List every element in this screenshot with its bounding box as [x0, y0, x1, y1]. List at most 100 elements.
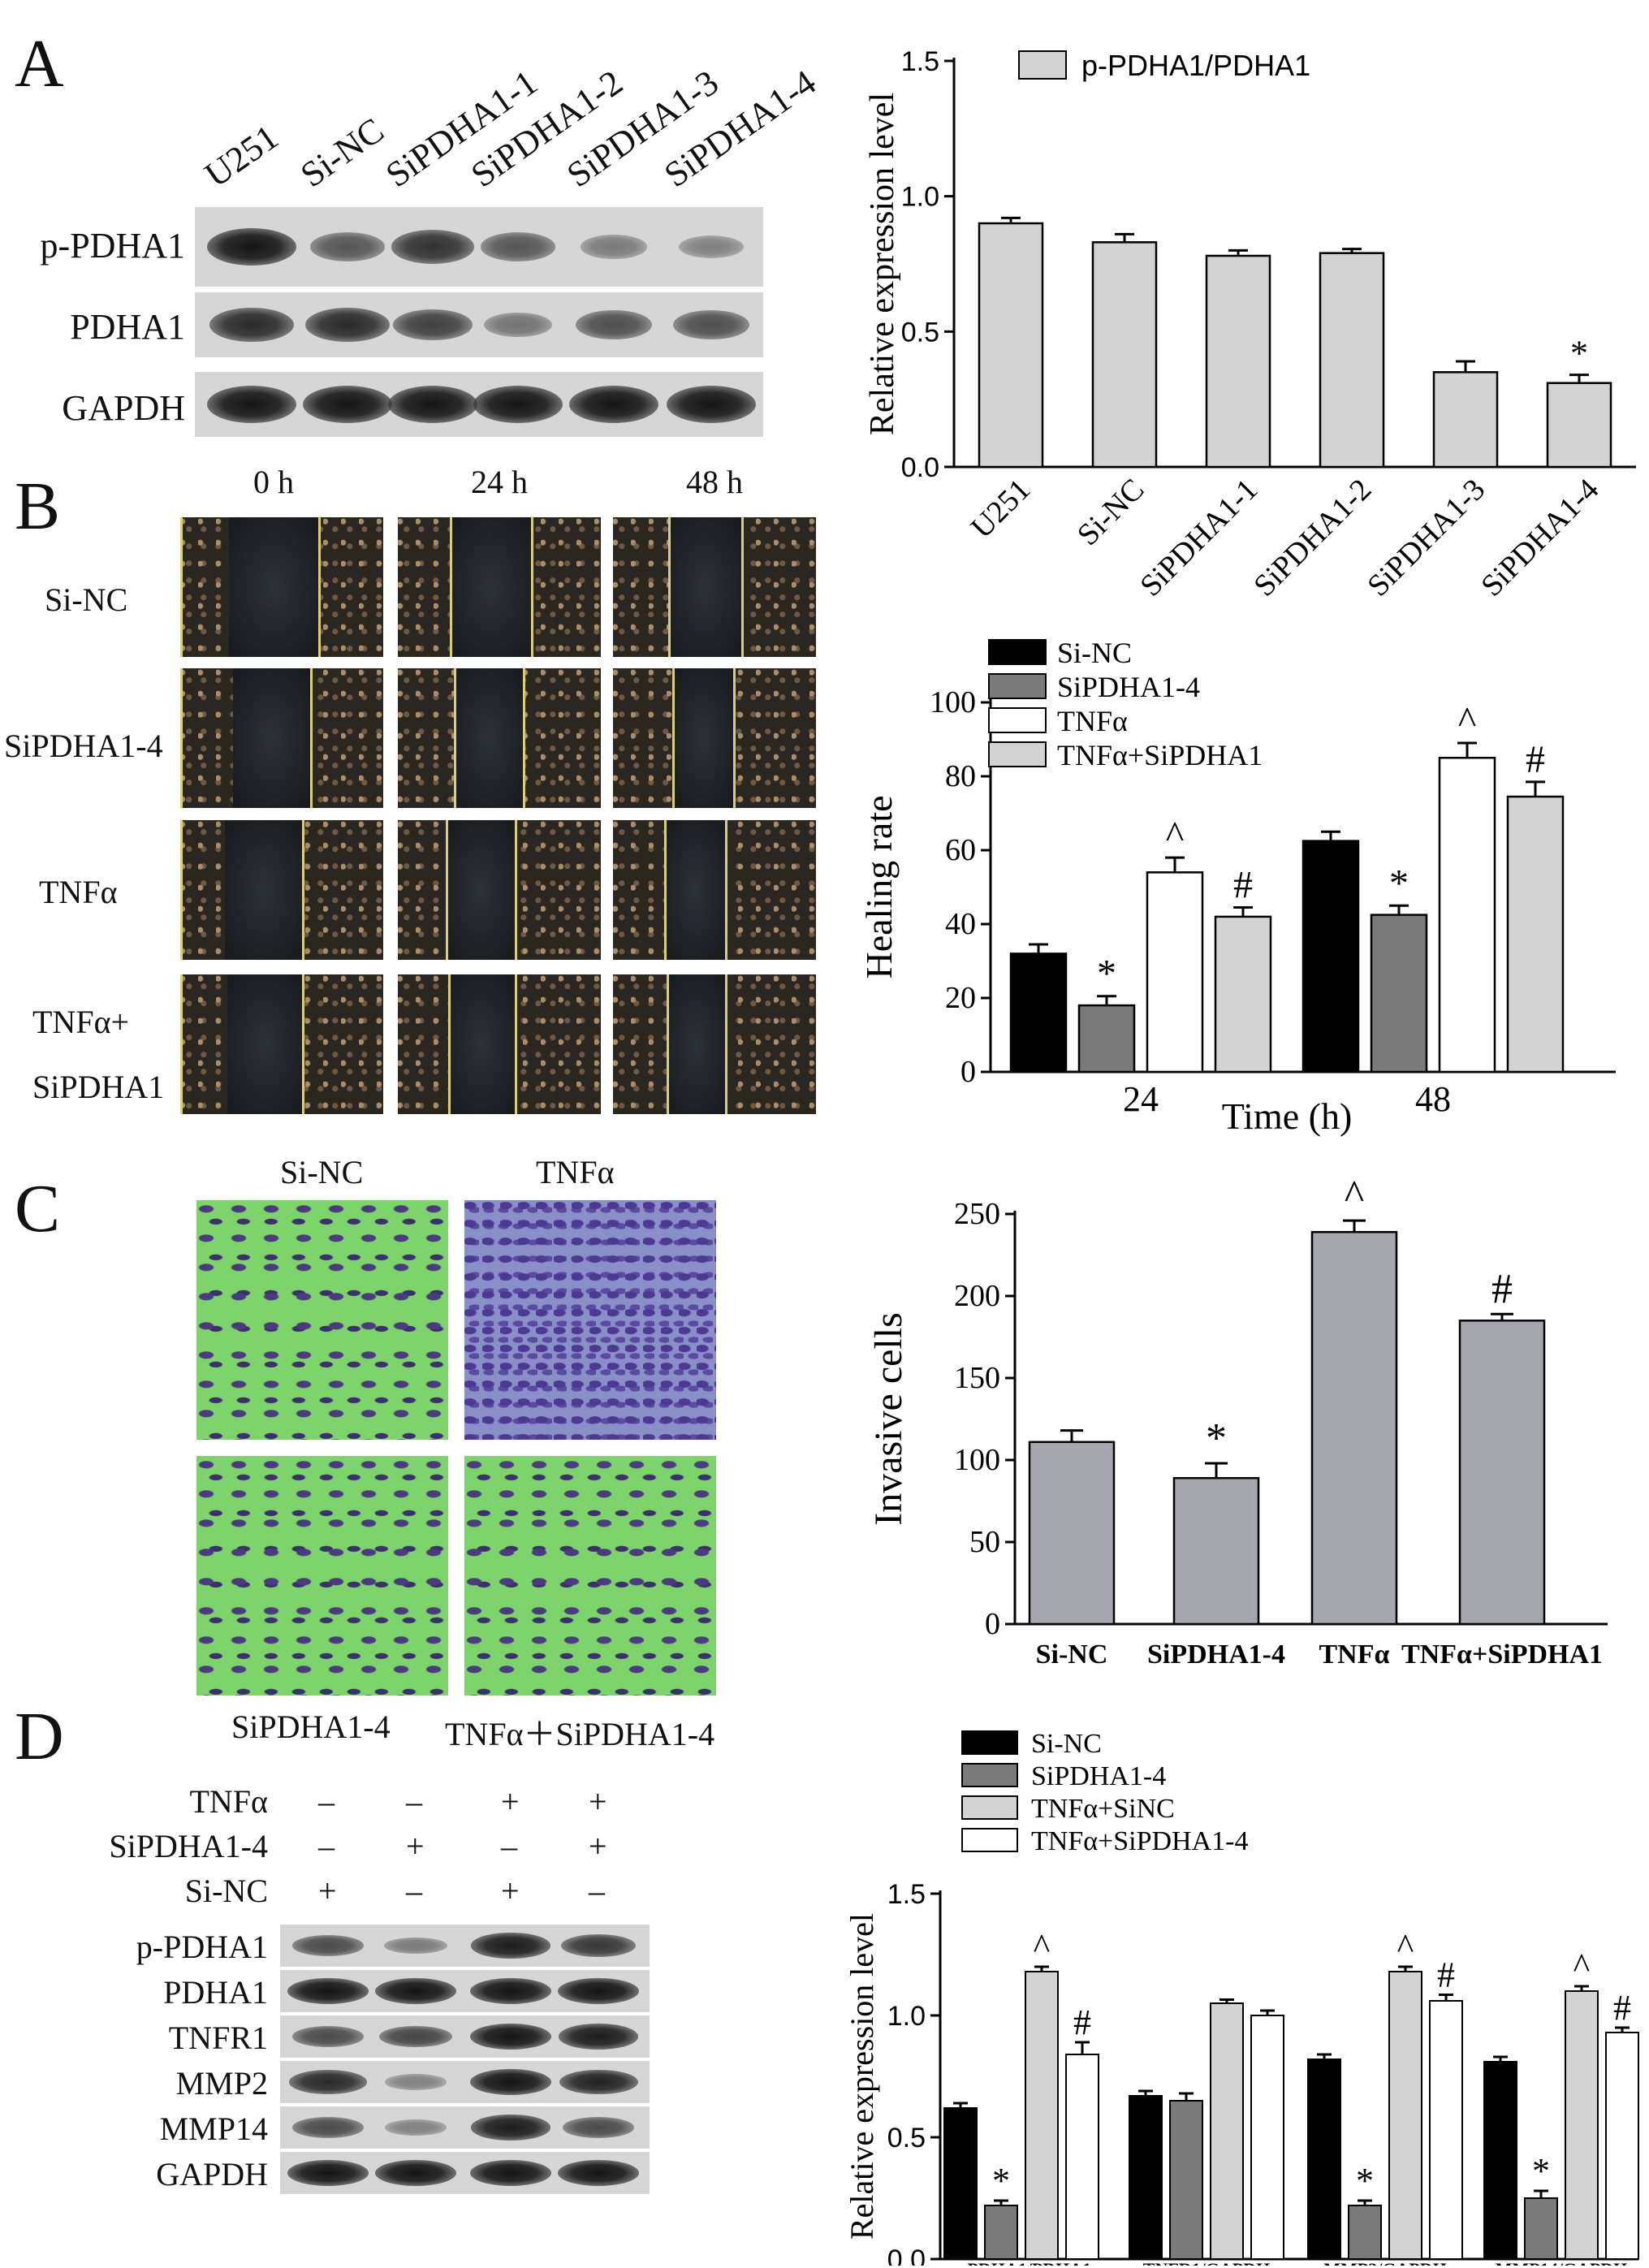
y-tick-label: 60: [945, 833, 976, 867]
y-tick-label: 20: [945, 981, 976, 1015]
significance-mark: *: [1206, 1415, 1227, 1462]
blot-band: [558, 2160, 639, 2186]
significance-mark: *: [992, 2161, 1010, 2201]
bar-sipdha1-4-48: [1370, 914, 1428, 1074]
x-tick-label-tnfr1-gapdh: TNFR1/GAPDH: [1143, 2259, 1270, 2266]
chart-a-y-axis-label: Relative expression level: [864, 93, 901, 435]
bar-sipdha1-4-mmp14-gapdh: [1524, 2197, 1558, 2260]
legend-label-tnf-sipdha1-4: TNFα+SiPDHA1-4: [1031, 1826, 1248, 1856]
significance-mark: #: [1526, 738, 1545, 781]
bar-tnf-sipdha1-4-p-pdha1-pdha1: [1065, 2054, 1099, 2260]
treatment-sign: +: [589, 1828, 607, 1864]
y-tick-label: 1.0: [901, 182, 939, 213]
legend-label: p-PDHA1/PDHA1: [1081, 49, 1310, 82]
legend-swatch: [988, 639, 1047, 665]
bar-si-nc-24: [1009, 953, 1068, 1074]
blot-band: [484, 312, 552, 338]
scratch-gap: [454, 668, 523, 808]
scratch-gap: [448, 974, 515, 1114]
bar-tnf-sinc-mmp2-gapdh: [1388, 1971, 1422, 2260]
blot-band: [470, 2160, 551, 2186]
blot-row-label-mmp14: MMP14: [159, 2110, 268, 2147]
blot-band: [385, 2074, 447, 2090]
scratch-image: [398, 820, 601, 960]
panel-letter-d: D: [15, 1699, 64, 1774]
scratch-row-label-sipdha1-4: SiPDHA1: [32, 1069, 165, 1105]
scratch-edge: [725, 974, 727, 1114]
blot-row-label-pdha1: PDHA1: [163, 1974, 268, 2011]
blot-band: [303, 386, 392, 423]
chart-c-y-axis-label: Invasive cells: [867, 1312, 910, 1526]
bar-u251: [978, 222, 1044, 469]
x-tick-label-mmp14-gapdh: MMP14/GAPDH: [1496, 2259, 1628, 2266]
scratch-edge: [515, 974, 517, 1114]
panel-letter-b: B: [15, 469, 61, 544]
significance-mark: #: [1073, 2002, 1091, 2042]
scratch-gap: [668, 517, 741, 657]
significance-mark: *: [1356, 2161, 1374, 2201]
x-tick-label-24: 24: [1123, 1079, 1159, 1119]
treatment-sign: +: [318, 1873, 337, 1909]
scratch-image: [613, 974, 816, 1114]
chart-b-x-axis-label: Time (h): [1222, 1095, 1353, 1137]
bar-sipdha1-4-tnfr1-gapdh: [1169, 2100, 1203, 2260]
y-tick-label: 1.5: [901, 46, 939, 77]
blot-band: [385, 2119, 447, 2136]
legend-swatch: [961, 1763, 1018, 1787]
bar-sipdha1-4-24: [1077, 1004, 1136, 1074]
bar-si-nc: [1028, 1441, 1116, 1626]
blot-band: [569, 386, 658, 423]
x-tick-label-u251: U251: [965, 473, 1037, 545]
scratch-edge: [446, 820, 448, 960]
blot-band: [287, 2160, 369, 2186]
y-tick-label: 0.0: [901, 452, 939, 483]
blot-band: [667, 386, 756, 423]
scratch-image: [613, 820, 816, 960]
scratch-edge: [523, 668, 525, 808]
scratch-edge: [733, 668, 736, 808]
y-tick-label: 150: [954, 1361, 1000, 1395]
y-tick-label: 0.5: [901, 317, 939, 348]
invasion-label-si-nc: Si-NC: [280, 1154, 364, 1190]
scratch-edge: [302, 974, 304, 1114]
blot-band: [287, 1978, 369, 2004]
blot-band: [560, 1934, 637, 1957]
chart-b-y-axis-label: Healing rate: [858, 795, 900, 978]
treatment-sign: –: [318, 1828, 335, 1864]
bar-tnf-sipdha1-4-tnfr1-gapdh: [1250, 2015, 1284, 2260]
treatment-sign: –: [406, 1873, 422, 1909]
treatment-sign: –: [501, 1828, 517, 1864]
legend-label-tnf: TNFα: [1057, 705, 1128, 737]
blot-band: [207, 386, 296, 423]
scratch-edge: [531, 517, 533, 657]
scratch-gap: [227, 974, 302, 1114]
blot-band: [481, 232, 555, 261]
bar-sipdha1-2: [1319, 252, 1385, 469]
legend-swatch: [988, 707, 1047, 733]
invasion-image-sipdha1-4: [196, 1456, 448, 1696]
blot-band: [289, 2070, 367, 2094]
bar-sipdha1-4-mmp2-gapdh: [1348, 2205, 1382, 2260]
bar-si-nc: [1091, 241, 1158, 469]
significance-mark: ^: [1034, 1927, 1051, 1967]
y-tick-label: 200: [954, 1279, 1000, 1313]
lane-label-si-nc: Si-NC: [293, 110, 391, 196]
legend-label-tnf-sinc: TNFα+SiNC: [1031, 1794, 1175, 1824]
blot-band: [375, 1978, 456, 2004]
bar-tnf-sinc-mmp14-gapdh: [1565, 1990, 1599, 2260]
scratch-image: [398, 974, 601, 1114]
blot-band: [292, 2117, 364, 2138]
y-tick-label: 0.5: [887, 2123, 926, 2154]
legend-swatch: [961, 1795, 1018, 1820]
scratch-edge: [302, 820, 304, 960]
invasion-image-tnfa: [464, 1200, 716, 1440]
x-tick-label-si-nc: Si-NC: [1071, 473, 1150, 552]
invasion-label-tnfa: TNFα: [536, 1154, 615, 1190]
invasion-label-tnfa-sipdha1-4: TNFα＋SiPDHA1-4: [445, 1716, 715, 1752]
scratch-gap: [672, 668, 733, 808]
scratch-edge: [667, 974, 669, 1114]
y-tick-label: 1.0: [887, 2001, 926, 2032]
significance-mark: *: [1097, 953, 1116, 996]
significance-mark: ^: [1345, 1173, 1364, 1219]
